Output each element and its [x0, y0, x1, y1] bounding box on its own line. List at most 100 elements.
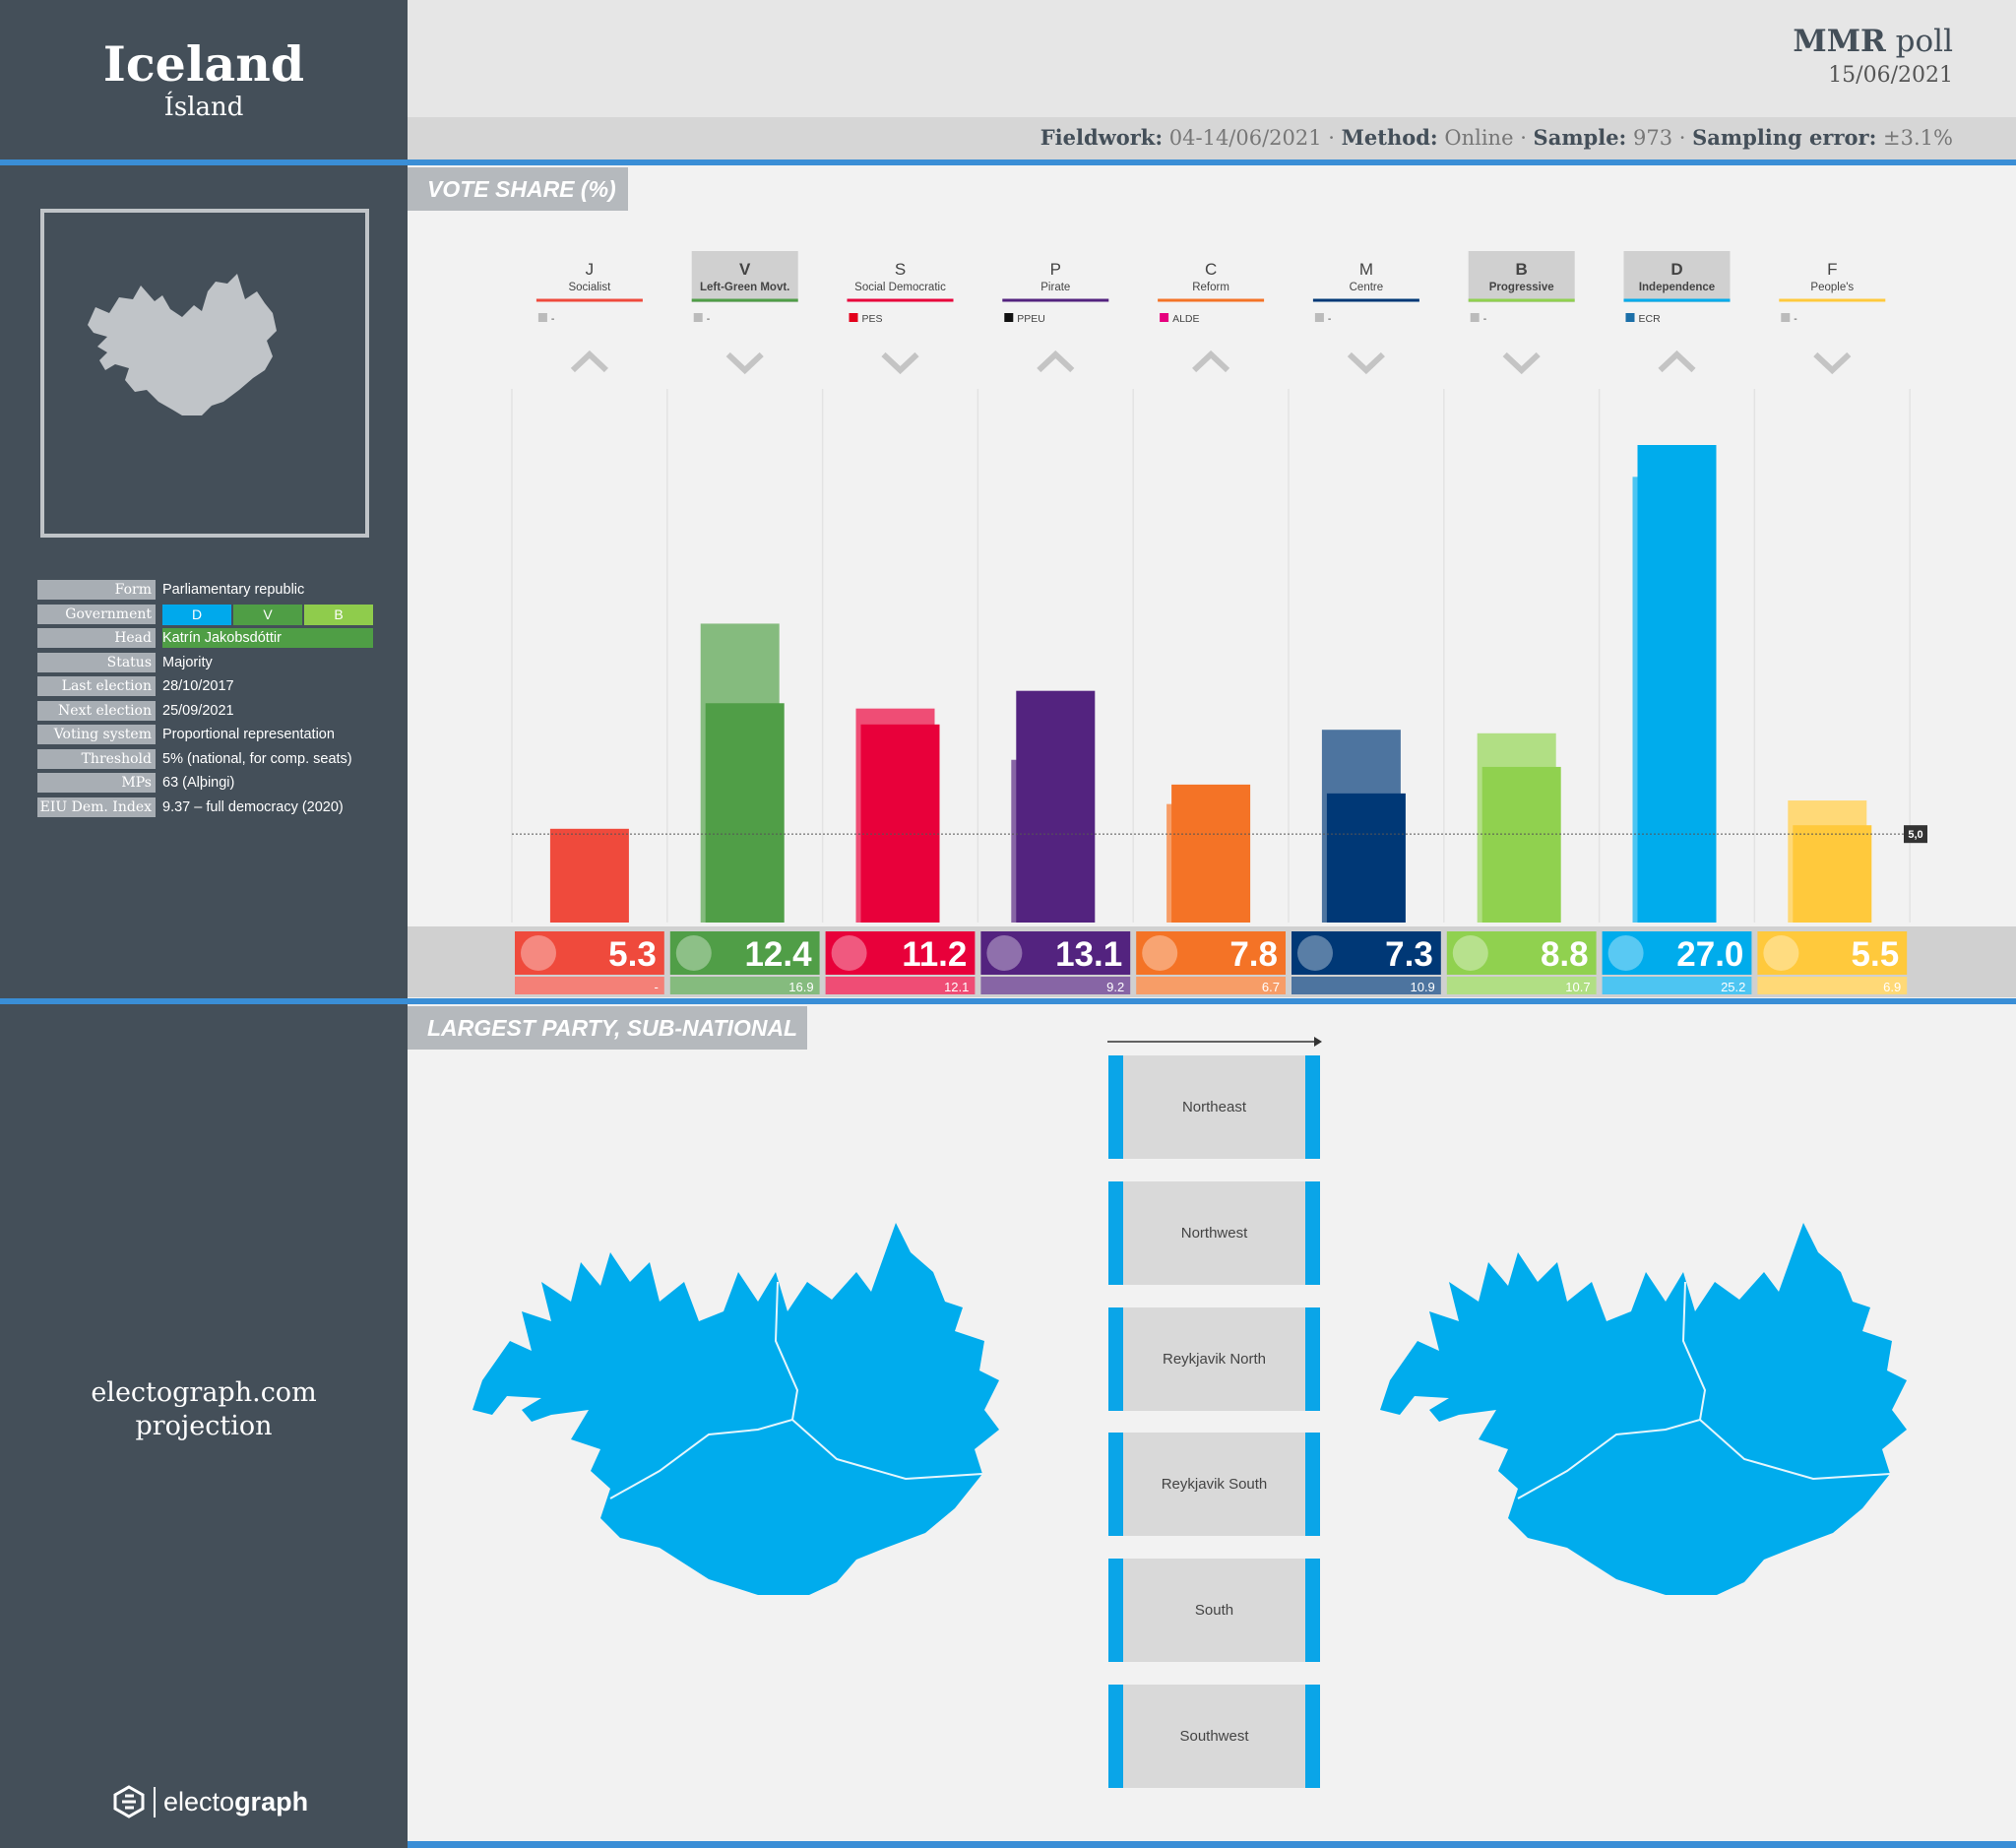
country-silhouette-icon [88, 274, 277, 415]
brand-wordmark: electograph [154, 1786, 308, 1817]
trend-up-icon [570, 350, 608, 373]
europarty-swatch [1160, 313, 1169, 322]
europarty-label: - [707, 313, 711, 325]
trend-down-icon [1347, 351, 1385, 375]
poll-details: Fieldwork: 04-14/06/2021 · Method: Onlin… [1040, 125, 1953, 150]
party-code: V [739, 260, 751, 279]
europarty-swatch [537, 313, 547, 322]
vote-share-label: 8.8 [1541, 935, 1589, 974]
info-row: Last election 28/10/2017 [37, 676, 372, 696]
vote-share-bar [1326, 793, 1406, 923]
party-name: Reform [1192, 282, 1229, 293]
party-code: C [1205, 260, 1217, 279]
info-row: Government D V B [37, 604, 373, 625]
info-label: Form [37, 580, 156, 600]
divider-top [0, 159, 2016, 165]
info-value: 25/09/2021 [162, 702, 234, 719]
government-party-badge: B [304, 604, 373, 625]
party-logo-icon [1607, 935, 1644, 971]
map-right [1380, 1223, 1907, 1595]
europarty-label: PES [862, 313, 883, 325]
info-label: MPs [37, 773, 156, 793]
vote-share-label: 27.0 [1676, 935, 1743, 974]
electograph-logo-icon [113, 1785, 145, 1818]
info-row: EIU Dem. Index 9.37 – full democracy (202… [37, 797, 372, 817]
info-label: Government [37, 604, 156, 624]
previous-box [669, 977, 820, 994]
europarty-swatch [849, 313, 858, 322]
party-header-highlight [691, 251, 798, 302]
info-row: Status Majority [37, 652, 372, 672]
vote-share-bar [1793, 825, 1872, 923]
vote-share-bar [860, 724, 940, 923]
info-value: Proportional representation [162, 727, 335, 742]
party-name: Social Democratic [854, 282, 946, 293]
previous-result-label: 6.7 [1262, 980, 1280, 994]
pollster-name: MMR poll [1793, 24, 1953, 59]
vote-share-bar [1637, 445, 1717, 923]
europarty-label: - [551, 313, 555, 325]
previous-box [1292, 977, 1441, 994]
method-label: Method: [1341, 125, 1438, 150]
previous-box [1136, 977, 1286, 994]
party-code: B [1516, 260, 1528, 279]
trend-down-icon [1502, 351, 1541, 375]
previous-result-label: - [654, 980, 658, 994]
europarty-label: - [1483, 313, 1487, 325]
party-name: Socialist [568, 282, 611, 293]
vote-share-label: 7.8 [1229, 935, 1278, 974]
europarty-swatch [1470, 313, 1480, 322]
party-code: S [895, 260, 906, 279]
previous-box [1446, 977, 1597, 994]
vote-share-chart: J Socialist - 5.3 - V Left-Green Movt. - 12.4 16.… [511, 251, 1927, 994]
previous-result-label: 6.9 [1883, 980, 1901, 994]
previous-box [1757, 977, 1908, 994]
pollster-suffix: poll [1895, 24, 1953, 59]
vote-share-label: 12.4 [744, 935, 812, 974]
party-code: F [1827, 260, 1837, 279]
threshold-badge [1904, 825, 1927, 844]
government-party-badge: V [233, 604, 302, 625]
trend-down-icon [725, 351, 764, 375]
previous-box [515, 977, 664, 994]
trend-down-icon [1813, 351, 1852, 375]
party-name: Centre [1350, 282, 1384, 293]
government-party-badge: D [162, 604, 231, 625]
info-label: Status [37, 652, 156, 672]
country-title: Iceland [102, 35, 305, 93]
info-value: Katrín Jakobsdóttir [162, 628, 373, 648]
section-subnational: LARGEST PARTY, SUB-NATIONAL [408, 1006, 807, 1050]
country-native-name: Ísland [163, 93, 244, 122]
projection-line-1: electograph.com [91, 1377, 317, 1408]
party-logo-icon [675, 935, 712, 971]
party-code: D [1670, 260, 1682, 279]
previous-result-label: 10.9 [1410, 980, 1434, 994]
fieldwork-label: Fieldwork: [1040, 125, 1164, 150]
party-code: M [1359, 260, 1373, 279]
region-arrow-icon [1107, 1037, 1322, 1047]
party-logo-icon [521, 935, 556, 971]
info-value: 63 (Alþingi) [162, 775, 235, 791]
vote-share-bar [549, 828, 629, 923]
info-row: MPs 63 (Alþingi) [37, 773, 372, 793]
party-logo-icon [1763, 935, 1799, 971]
info-row: Head Katrín Jakobsdóttir [37, 628, 373, 648]
region-box: Southwest [1108, 1685, 1320, 1788]
header-strip [408, 117, 2016, 159]
previous-box [980, 977, 1131, 994]
info-value: Parliamentary republic [162, 582, 305, 598]
info-label: Head [37, 628, 156, 648]
region-box: Northeast [1108, 1055, 1320, 1159]
info-value: Majority [162, 654, 213, 670]
party-code: J [586, 260, 595, 279]
europarty-swatch [1314, 313, 1324, 322]
party-logo-icon [1452, 935, 1488, 971]
vote-share-label: 13.1 [1055, 935, 1122, 974]
previous-result-label: 10.7 [1565, 980, 1590, 994]
info-value: 9.37 – full democracy (2020) [162, 798, 344, 815]
trend-up-icon [1658, 350, 1696, 373]
europarty-label: ALDE [1172, 313, 1199, 325]
pollster-label: MMR [1793, 24, 1886, 59]
party-name: Pirate [1040, 282, 1070, 293]
europarty-label: - [1794, 313, 1797, 325]
